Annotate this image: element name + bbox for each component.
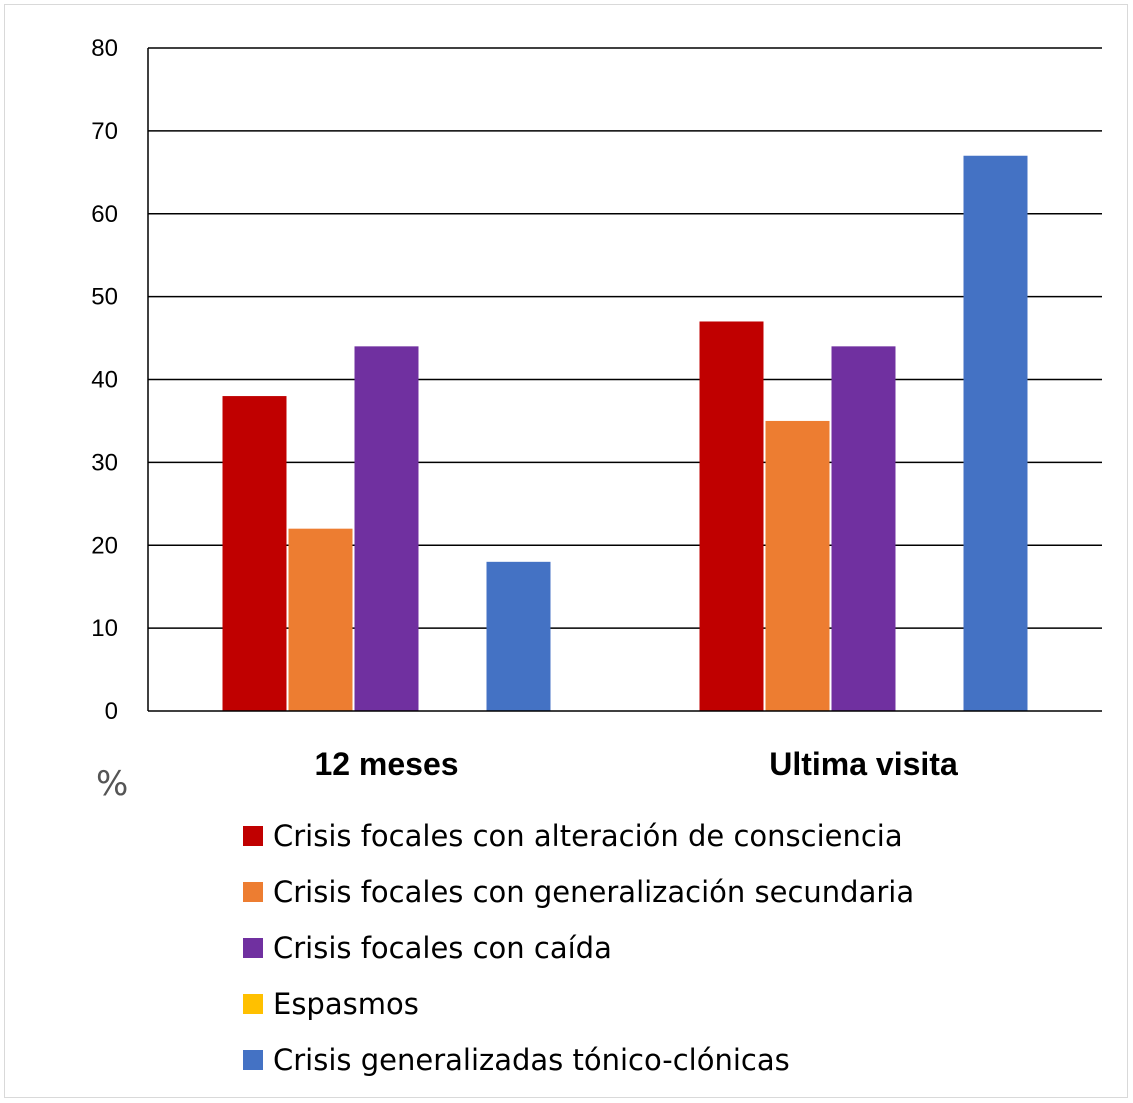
y-tick-label: 70	[91, 118, 118, 145]
legend-item: Espasmos	[243, 976, 1103, 1032]
legend-label: Crisis focales con caída	[273, 931, 612, 965]
unit-label: %	[96, 764, 128, 800]
legend-swatch	[243, 1050, 263, 1070]
legend-swatch	[243, 882, 263, 902]
bar	[963, 155, 1028, 712]
y-tick-label: 80	[91, 35, 118, 62]
y-tick-label: 30	[91, 449, 118, 476]
bar	[486, 561, 551, 711]
bars	[222, 155, 1028, 712]
legend-swatch	[243, 938, 263, 958]
y-tick-label: 60	[91, 201, 118, 228]
bar-chart: 0 10 20 30 40 50 60 70 80 12 meses Ultima visita %	[91, 35, 1102, 800]
y-tick-label: 40	[91, 367, 118, 394]
bar	[288, 528, 353, 711]
chart-frame	[4, 4, 1128, 1098]
y-tick-label: 0	[105, 698, 118, 725]
legend-swatch	[243, 826, 263, 846]
legend-item: Crisis focales con generalización secund…	[243, 864, 1103, 920]
legend-label: Crisis generalizadas tónico-clónicas	[273, 1043, 790, 1077]
y-tick-label: 20	[91, 532, 118, 559]
bar	[354, 346, 419, 711]
bar	[831, 346, 896, 711]
legend-label: Crisis focales con generalización secund…	[273, 875, 915, 909]
bar	[765, 420, 830, 711]
legend-item: Crisis generalizadas tónico-clónicas	[243, 1032, 1103, 1088]
labels: 0 10 20 30 40 50 60 70 80 12 meses Ultima visita	[91, 35, 958, 782]
legend-label: Crisis focales con alteración de conscie…	[273, 819, 903, 853]
legend-item: Crisis focales con caída	[243, 920, 1103, 976]
y-tick-label: 50	[91, 284, 118, 311]
axes	[147, 48, 1102, 712]
bar	[222, 396, 287, 711]
y-tick-label: 10	[91, 615, 118, 642]
bar	[699, 321, 764, 711]
category-label: 12 meses	[314, 746, 458, 782]
legend: Crisis focales con alteración de conscie…	[243, 808, 1103, 1088]
legend-label: Espasmos	[273, 987, 419, 1021]
legend-swatch	[243, 994, 263, 1014]
legend-item: Crisis focales con alteración de conscie…	[243, 808, 1103, 864]
category-label: Ultima visita	[769, 746, 958, 782]
